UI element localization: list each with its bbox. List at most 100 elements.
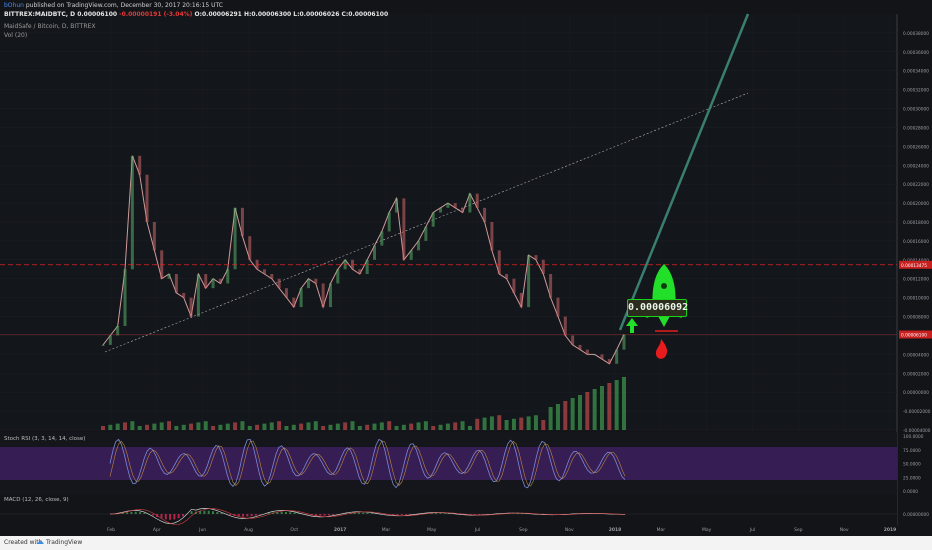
volume-bar: [152, 423, 157, 430]
price-tick-label: 0.00024000: [903, 163, 929, 169]
candle: [431, 212, 435, 227]
macd-histogram-bar: [169, 514, 172, 520]
volume-bar: [533, 415, 538, 430]
candle: [211, 278, 215, 289]
candle: [167, 274, 171, 279]
volume-bar: [592, 389, 597, 430]
candle: [182, 292, 186, 298]
volume-bar: [372, 423, 377, 430]
volume-bar: [262, 423, 267, 430]
stoch-tick-label: 25.0000: [903, 475, 921, 481]
candle: [578, 344, 582, 350]
candle: [505, 274, 509, 279]
macd-histogram-bar: [130, 511, 133, 514]
macd-histogram-bar: [280, 511, 283, 514]
candle: [549, 274, 553, 298]
price-series: [101, 155, 626, 365]
candle: [424, 226, 428, 241]
candle: [446, 203, 450, 208]
volume-bar: [475, 418, 480, 430]
change-value: -0.00000191 (-3.04%): [119, 11, 193, 18]
volume-bar: [189, 423, 194, 430]
tradingview-brand[interactable]: TradingView: [46, 539, 83, 546]
macd-histogram-bar: [409, 514, 412, 515]
macd-histogram-bar: [297, 513, 300, 514]
volume-bar: [123, 422, 128, 430]
volume-bar: [159, 422, 164, 430]
main-chart[interactable]: 0(0.00031324)0.236(0.00024683)0.382(0.00…: [0, 0, 932, 536]
volume-bar: [115, 423, 120, 430]
volume-bar: [101, 426, 105, 430]
volume-bar: [284, 426, 289, 430]
macd-histogram-bar: [469, 514, 472, 515]
price-callout: 0.00006092: [627, 299, 688, 317]
time-tick-label: Jul: [749, 527, 755, 533]
candle: [240, 207, 244, 237]
volume-bar: [350, 421, 355, 430]
projection-line: [618, 13, 750, 331]
volume-bar: [445, 423, 450, 430]
volume-bar: [416, 422, 421, 430]
price-tick-label: 0.00002000: [903, 371, 929, 377]
macd-histogram-bar: [370, 513, 373, 514]
time-tick-label: Mar: [382, 527, 391, 533]
volume-bar: [291, 424, 296, 430]
macd-histogram-bar: [250, 514, 253, 517]
macd-histogram-bar: [242, 514, 245, 517]
volume-bar: [401, 424, 406, 430]
candle: [365, 259, 369, 274]
macd-histogram-bar: [177, 514, 180, 519]
price-marker-box: [899, 260, 932, 269]
candle: [321, 283, 325, 308]
volume-bar: [607, 383, 612, 430]
up-arrow-icon: [626, 318, 638, 333]
candle: [439, 207, 443, 213]
macd-histogram-bar: [190, 511, 193, 514]
macd-histogram-bar: [482, 514, 485, 515]
volume-bar: [108, 424, 113, 430]
volume-bar: [145, 424, 150, 430]
volume-bar: [438, 424, 443, 430]
macd-histogram-bar: [246, 514, 249, 517]
macd-histogram-bar: [139, 512, 142, 514]
price-tick-label: 0.00022000: [903, 182, 929, 188]
volume-bar: [137, 426, 142, 430]
macd-histogram-bar: [473, 514, 476, 515]
stoch-band: [0, 447, 897, 480]
macd-histogram-bar: [516, 513, 519, 514]
trend-lines: [104, 13, 750, 353]
volume-bar: [277, 421, 282, 430]
volume-bar: [570, 398, 575, 430]
volume-bars: [101, 377, 626, 430]
macd-pane: 0.00000000: [0, 495, 929, 525]
price-marker-box: [899, 330, 932, 339]
candle: [387, 212, 391, 232]
volume-bar: [306, 422, 311, 430]
macd-histogram-bar: [362, 512, 365, 514]
candle: [373, 245, 377, 260]
tradingview-logo-icon[interactable]: ☁: [36, 537, 44, 546]
macd-pane-bg: [0, 495, 897, 525]
author-link[interactable]: bOhun: [4, 2, 24, 9]
candle: [277, 278, 281, 289]
price-tick-label: 0.00034000: [903, 69, 929, 75]
macd-histogram-bar: [143, 512, 146, 514]
stoch-rsi-label: Stoch RSI (3, 3, 14, 14, close): [4, 436, 86, 442]
candle: [483, 207, 487, 222]
macd-histogram-bar: [267, 513, 270, 514]
created-with-text: Created with: [4, 539, 43, 546]
time-tick-label: Jun: [198, 527, 206, 533]
macd-histogram-bar: [306, 514, 309, 515]
price-tick-label: 0.00016000: [903, 239, 929, 245]
time-tick-label: Feb: [107, 527, 115, 533]
volume-bar: [423, 421, 428, 430]
price-tick-label: 0.00020000: [903, 201, 929, 207]
candle: [248, 236, 252, 260]
volume-bar: [313, 421, 318, 430]
candle: [615, 349, 619, 364]
volume-bar: [203, 421, 208, 430]
macd-histogram-bar: [276, 512, 279, 514]
time-tick-label: Mar: [657, 527, 666, 533]
candle: [512, 278, 516, 293]
